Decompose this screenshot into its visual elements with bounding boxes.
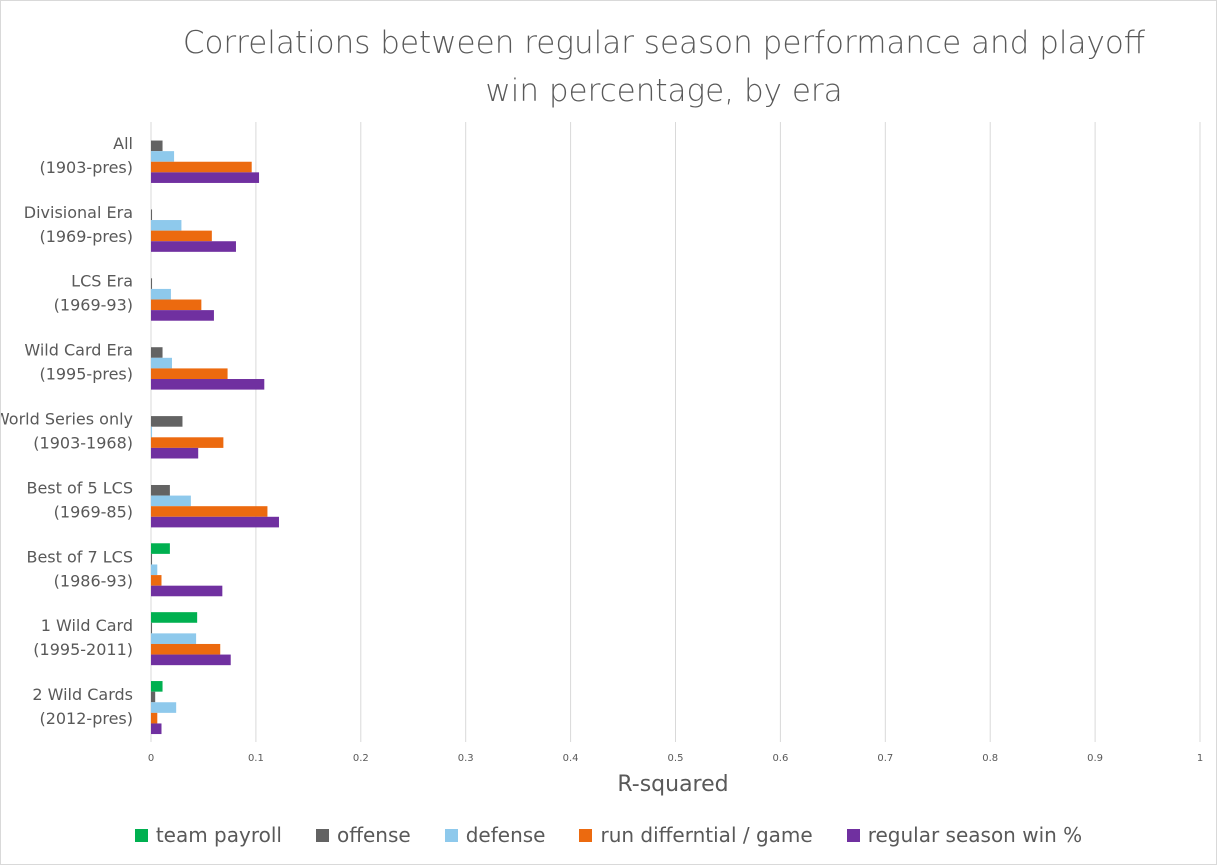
bar (151, 230, 212, 242)
y-tick-label: Divisional Era (24, 203, 133, 222)
legend-swatch (134, 828, 148, 842)
bar (151, 712, 158, 724)
legend-item: regular season win % (846, 823, 1083, 847)
bar (151, 643, 221, 655)
bar (151, 209, 153, 221)
bar (151, 681, 163, 692)
x-tick-label: 0.3 (458, 753, 474, 764)
legend-swatch (315, 828, 329, 842)
y-tick-label: (1969-93) (54, 296, 133, 315)
y-tick-label: (1903-1968) (33, 434, 133, 453)
bar (151, 278, 153, 289)
y-tick-label: LCS Era (71, 272, 133, 291)
bar (151, 484, 170, 496)
bar (151, 357, 172, 369)
y-tick-label: Wild Card Era (24, 341, 133, 360)
bar (151, 140, 163, 152)
y-tick-label: (1995-2011) (33, 640, 133, 659)
x-tick-label: 0 (148, 753, 154, 764)
y-tick-label: (2012-pres) (39, 709, 133, 728)
bar (151, 151, 175, 162)
y-tick-label: 2 Wild Cards (32, 685, 133, 704)
legend-label: defense (465, 823, 546, 847)
legend-item: team payroll (134, 823, 282, 847)
bar (151, 691, 156, 703)
x-tick-label: 0.6 (772, 753, 788, 764)
bar (151, 654, 231, 666)
legend-swatch (846, 828, 860, 842)
bar (151, 288, 171, 300)
bar (151, 622, 153, 634)
y-tick-label: (1903-pres) (39, 158, 133, 177)
legend-label: offense (336, 823, 411, 847)
x-axis-label: R-squared (617, 772, 728, 797)
legend-swatch (444, 828, 458, 842)
bar (151, 241, 236, 252)
y-tick-label: Best of 7 LCS (26, 547, 133, 566)
bar (151, 310, 214, 321)
bar (151, 172, 260, 183)
bar (151, 495, 191, 507)
chart-title: Correlations between regular season perf… (182, 25, 1146, 109)
bar (151, 516, 279, 528)
y-tick-label: (1969-pres) (39, 227, 133, 246)
y-tick-label: World Series only (1, 410, 133, 429)
bar (151, 723, 162, 735)
x-tick-label: 0.1 (248, 753, 264, 764)
legend-item: run differntial / game (579, 823, 813, 847)
bar (151, 575, 162, 586)
x-tick-label: 0.8 (982, 753, 998, 764)
x-tick-label: 0.2 (353, 753, 369, 764)
bar (151, 437, 224, 448)
bar (151, 379, 265, 390)
x-tick-label: 0.4 (563, 753, 579, 764)
bar (151, 426, 153, 438)
bar (151, 612, 198, 623)
y-tick-label: All (113, 134, 133, 153)
legend-label: regular season win % (867, 823, 1083, 847)
x-tick-label: 1 (1197, 753, 1203, 764)
x-tick-label: 0.5 (668, 753, 684, 764)
bar (151, 220, 182, 231)
y-tick-label: (1995-pres) (39, 365, 133, 384)
y-tick-label: Best of 5 LCS (26, 478, 133, 497)
y-tick-label: (1986-93) (54, 571, 133, 590)
legend: team payroll offense defense run differntia… (1, 823, 1216, 847)
bar (151, 633, 197, 644)
legend-label: run differntial / game (600, 823, 813, 847)
legend-label: team payroll (155, 823, 282, 847)
bar (151, 543, 170, 554)
bar (151, 347, 163, 358)
legend-item: defense (444, 823, 546, 847)
bar (151, 447, 199, 459)
bar (151, 299, 202, 311)
bar (151, 368, 228, 380)
x-tick-label: 0.7 (877, 753, 893, 764)
bar (151, 161, 252, 173)
legend-item: offense (315, 823, 411, 847)
x-tick-label: 0.9 (1087, 753, 1103, 764)
legend-swatch (579, 828, 593, 842)
y-tick-label: (1969-85) (54, 502, 133, 521)
bar (151, 506, 268, 517)
bar (151, 702, 177, 713)
bar (151, 585, 223, 597)
y-tick-label: 1 Wild Card (41, 616, 133, 635)
bar (151, 416, 183, 427)
bar (151, 564, 158, 576)
bar (151, 553, 153, 565)
